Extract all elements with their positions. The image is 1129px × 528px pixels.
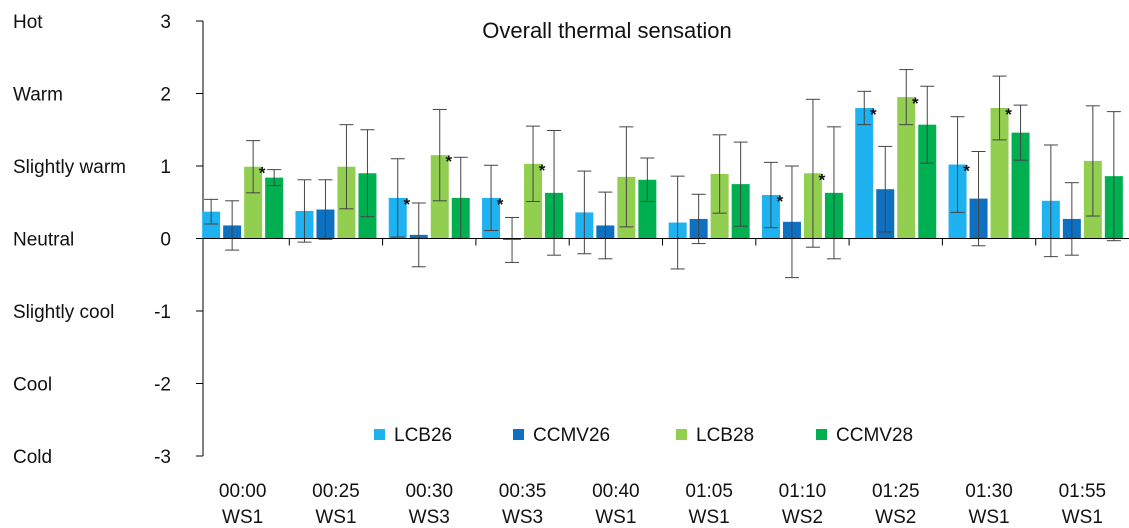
x-tick-label: WS3: [409, 507, 450, 528]
bars: [202, 97, 1123, 240]
x-tick-label: 00:30: [405, 481, 453, 502]
legend-label: LCB28: [696, 425, 754, 446]
significance-marker: *: [1005, 105, 1012, 124]
bar: [638, 179, 657, 239]
x-tick-label: WS1: [689, 507, 730, 528]
legend-label: CCMV26: [533, 425, 610, 446]
y-category-label: Cold: [13, 447, 52, 468]
y-tick-label: 3: [160, 12, 171, 33]
legend-swatch: [374, 429, 385, 440]
y-tick-label: 0: [160, 230, 171, 251]
significance-marker: *: [497, 195, 504, 214]
significance-marker: *: [403, 195, 410, 214]
y-category-label: Warm: [13, 85, 63, 106]
y-category-labels: Hot Warm Slightly warm Neutral Slightly cool…: [13, 12, 126, 468]
bar: [1011, 132, 1030, 239]
significance-marker: *: [870, 105, 877, 124]
x-tick-label: WS1: [222, 507, 263, 528]
significance-marker: *: [259, 164, 266, 183]
y-category-label: Hot: [13, 12, 43, 33]
x-tick-label: WS3: [502, 507, 543, 528]
x-tick-label: WS1: [595, 507, 636, 528]
significance-marker: *: [963, 162, 970, 181]
legend-swatch: [513, 429, 524, 440]
significance-marker: *: [777, 192, 784, 211]
y-tick-label: -3: [154, 447, 171, 468]
y-category-label: Neutral: [13, 230, 74, 251]
legend-label: LCB26: [394, 425, 452, 446]
x-tick-label: WS1: [315, 507, 356, 528]
x-tick-label: 01:10: [779, 481, 827, 502]
y-tick-label: 1: [160, 157, 171, 178]
significance-marker: *: [445, 152, 452, 171]
y-category-label: Cool: [13, 375, 52, 396]
bar: [918, 124, 937, 239]
y-axis: 3 2 1 0 -1 -2 -3: [154, 12, 204, 468]
y-category-label: Slightly warm: [13, 157, 126, 178]
x-tick-label: 00:25: [312, 481, 360, 502]
bar: [855, 108, 874, 239]
x-tick-label: 01:05: [685, 481, 733, 502]
significance-marker: *: [912, 94, 919, 113]
x-tick-label: 01:30: [965, 481, 1013, 502]
y-tick-label: -2: [154, 375, 171, 396]
bar: [265, 177, 284, 239]
x-tick-label: 00:00: [219, 481, 267, 502]
x-tick-label: WS1: [1062, 507, 1103, 528]
significance-markers: * * * * * * * * * * *: [259, 94, 1012, 214]
y-category-label: Slightly cool: [13, 302, 114, 323]
y-tick-label: -1: [154, 302, 171, 323]
x-axis: 00:00 WS1 00:25 WS1 00:30 WS3 00:35 WS3 00:40 WS1…: [203, 238, 1129, 528]
bar: [990, 108, 1009, 239]
bar: [897, 97, 916, 239]
bar: [202, 211, 221, 239]
x-tick-label: WS2: [875, 507, 916, 528]
x-tick-label: 01:25: [872, 481, 920, 502]
chart-title: Overall thermal sensation: [482, 18, 731, 43]
legend: LCB26 CCMV26 LCB28 CCMV28: [374, 425, 913, 446]
legend-label: CCMV28: [836, 425, 913, 446]
y-tick-label: 2: [160, 85, 171, 106]
significance-marker: *: [539, 161, 546, 180]
x-tick-label: 00:40: [592, 481, 640, 502]
bar: [244, 166, 263, 239]
x-tick-label: WS1: [968, 507, 1009, 528]
x-tick-label: WS2: [782, 507, 823, 528]
legend-swatch: [816, 429, 827, 440]
x-tick-label: 01:55: [1059, 481, 1107, 502]
legend-swatch: [676, 429, 687, 440]
significance-marker: *: [819, 170, 826, 189]
x-tick-label: 00:35: [499, 481, 547, 502]
